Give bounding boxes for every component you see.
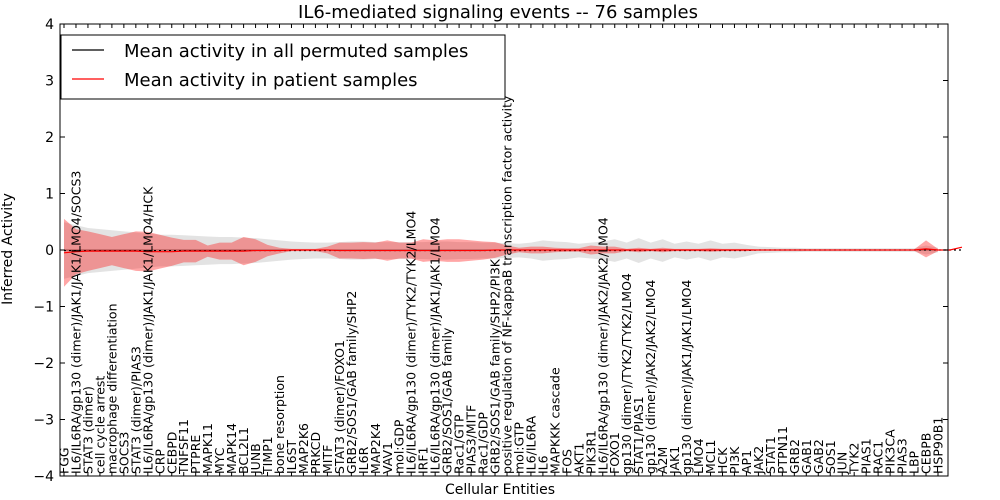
x-category-label: IL6R xyxy=(356,446,371,474)
x-category-label: PIAS3 xyxy=(895,438,910,474)
x-category-label: FGG xyxy=(57,447,72,474)
x-category-label: LBP xyxy=(907,450,922,474)
y-tick-label: 0 xyxy=(45,243,54,259)
x-category-label: GRB2/SOS1/GAB family/SHP2 xyxy=(344,291,359,474)
x-category-label: JUN xyxy=(835,452,850,475)
x-category-label: SOCS3 xyxy=(116,432,131,474)
x-category-label: GRB2 xyxy=(787,439,802,474)
x-category-label: STAT1 xyxy=(763,436,778,474)
x-category-label: VAV1 xyxy=(380,442,395,474)
legend-label-permuted: Mean activity in all permuted samples xyxy=(124,41,468,62)
x-category-label: mol:GTP xyxy=(511,422,526,474)
x-category-label: CEBPD xyxy=(164,432,179,474)
patient-mean-line xyxy=(63,246,963,254)
x-category-label: AP1 xyxy=(739,450,754,474)
x-category-label: GRB2/SOS1/GAB family xyxy=(440,327,455,474)
x-category-label: CEBPB xyxy=(919,433,934,474)
x-category-label: MAPK11 xyxy=(200,423,215,474)
x-category-label: gp130 (dimer)/TYK2/TYK2/LMO4 xyxy=(619,273,634,474)
x-category-label: STAT1/PIAS1 xyxy=(631,396,646,474)
x-category-label: STAT3 (dimer)/PIAS3 xyxy=(128,346,143,474)
x-category-label: JAK2 xyxy=(751,446,766,475)
x-category-label: gp130 (dimer)/JAK1/JAK1/LMO4 xyxy=(679,280,694,474)
y-tick-label: −4 xyxy=(33,469,54,485)
x-category-label: AKT1 xyxy=(571,443,586,474)
x-category-label: TNFSF11 xyxy=(176,419,191,475)
x-category-label: PI3K xyxy=(727,446,742,474)
x-category-label: PIAS3/MITF xyxy=(464,405,479,474)
x-category-label: SOS1 xyxy=(823,440,838,474)
x-category-label: IL6/IL6RA/gp130 (dimer)/JAK1/JAK1/LMO4/S… xyxy=(68,171,83,474)
y-tick-label: −3 xyxy=(33,413,54,429)
x-category-label: MAP2K6 xyxy=(296,423,311,474)
x-category-label: JAK1 xyxy=(667,446,682,475)
x-category-label: IL6/IL6RA/gp130 (dimer)/JAK1/JAK1/LMO4 xyxy=(428,217,443,474)
x-category-label: GAB1 xyxy=(799,439,814,474)
x-category-label: PRKCD xyxy=(308,432,323,474)
legend-box xyxy=(60,34,506,100)
x-category-label: mol:GDP xyxy=(392,419,407,474)
x-category-label: GRB2/SOS1/GAB family/SHP2/PI3K xyxy=(488,258,503,474)
x-category-label: IL6/IL6RA/gp130 (dimer)/JAK2/JAK2/LMO4 xyxy=(595,217,610,474)
x-category-label: bone resorption xyxy=(272,375,287,474)
x-category-label: JUNB xyxy=(248,443,263,475)
x-category-label: PIK3R1 xyxy=(583,430,598,474)
x-category-label: HCK xyxy=(715,447,730,474)
x-category-label: CRP xyxy=(152,449,167,474)
x-category-label: MITF xyxy=(320,445,335,474)
x-category-label: TIMP1 xyxy=(260,436,275,475)
x-category-label: BCL2L1 xyxy=(236,427,251,474)
x-category-label: FOS xyxy=(559,449,574,474)
x-category-label: gp130 (dimer)/JAK2/JAK2/LMO4 xyxy=(643,280,658,474)
x-category-label: RAC1 xyxy=(871,441,886,474)
x-category-label: A2M xyxy=(655,447,670,474)
x-category-label: STAT3 (dimer) xyxy=(80,386,95,474)
x-category-label: MAPKKK cascade xyxy=(547,367,562,474)
x-category-label: FOXO1 xyxy=(607,432,622,474)
y-tick-label: 2 xyxy=(45,130,54,146)
chart-title: IL6-mediated signaling events -- 76 samp… xyxy=(298,2,698,23)
x-category-label: IL6/IL6RA/gp130 (dimer)/JAK1/JAK1/LMO4/H… xyxy=(140,186,155,474)
x-category-label: HSP90B1 xyxy=(931,417,946,474)
x-category-label: PIAS1 xyxy=(859,438,874,474)
x-category-label: MYC xyxy=(212,447,227,474)
y-tick-label: −1 xyxy=(33,300,54,316)
x-category-label: cell cycle arrest xyxy=(92,376,107,474)
x-category-label: PTPN11 xyxy=(775,426,790,474)
y-tick-label: 4 xyxy=(45,17,54,33)
patient-spread-band xyxy=(64,218,938,287)
x-category-label: TYK2 xyxy=(847,443,862,475)
x-category-label: Rac1/GDP xyxy=(476,412,491,474)
x-category-label: STAT3 (dimer)/FOXO1 xyxy=(332,340,347,474)
x-category-label: MCL1 xyxy=(703,440,718,474)
y-axis-label: Inferred Activity xyxy=(0,193,16,305)
x-axis-label: Cellular Entities xyxy=(445,482,555,498)
x-category-label: PIK3CA xyxy=(883,429,898,474)
x-category-label: Rac1/GTP xyxy=(452,414,467,474)
x-category-label: IL6/IL6RA/gp130 (dimer)/TYK2/TYK2/LMO4 xyxy=(404,211,419,474)
x-category-label: IRF1 xyxy=(416,446,431,474)
x-category-label: PTPRE xyxy=(188,435,203,474)
x-category-label: MAPK14 xyxy=(224,423,239,474)
y-tick-label: −2 xyxy=(33,356,54,372)
x-category-label: IL6ST xyxy=(284,439,299,474)
y-tick-label: 3 xyxy=(45,74,54,90)
y-tick-label: 1 xyxy=(45,187,54,203)
x-category-label: macrophage differentiation xyxy=(104,303,119,474)
x-category-label: IL6 xyxy=(535,455,550,474)
legend-label-patient: Mean activity in patient samples xyxy=(124,70,418,91)
x-category-label: positive regulation of NF-kappaB transcr… xyxy=(499,95,514,474)
x-category-label: LMO4 xyxy=(691,438,706,474)
x-category-label: GAB2 xyxy=(811,439,826,474)
x-category-label: MAP2K4 xyxy=(368,423,383,474)
legend: Mean activity in all permuted samples Me… xyxy=(60,34,506,100)
x-category-label: IL6/IL6RA xyxy=(523,415,538,474)
